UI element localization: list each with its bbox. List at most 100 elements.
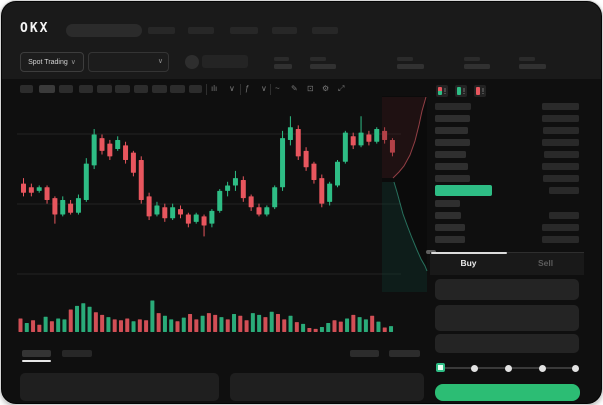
ask-price-bar[interactable]: [435, 127, 468, 134]
settings-gear-icon[interactable]: ⚙: [322, 84, 330, 93]
nav-item[interactable]: [230, 27, 258, 34]
orders-panel: [20, 373, 219, 401]
timeframe-button[interactable]: [189, 85, 202, 93]
active-bottom-tab-underline: [22, 360, 51, 362]
pair-name-placeholder: [202, 55, 248, 68]
book-both-icon: [438, 87, 442, 95]
timeframe-button[interactable]: [39, 85, 55, 93]
ticker-stat-label: [464, 57, 480, 61]
divider: [430, 252, 584, 253]
ask-price-bar[interactable]: [435, 175, 470, 182]
lines-icon: [463, 87, 465, 95]
bottom-action-button[interactable]: [350, 350, 379, 357]
coin-icon: [185, 55, 199, 69]
timeframe-button[interactable]: [97, 85, 112, 93]
chevron-down-icon[interactable]: ∨: [229, 84, 235, 93]
screenshot-icon[interactable]: ⊡: [307, 84, 314, 93]
tab-sell[interactable]: Sell: [537, 258, 554, 268]
lines-icon: [482, 87, 484, 95]
toolbar-divider: [270, 84, 271, 95]
chevron-down-icon: ∨: [70, 58, 76, 66]
okx-logo[interactable]: OKX: [20, 21, 50, 36]
fullscreen-icon[interactable]: ⤢: [338, 84, 345, 93]
chevron-down-icon: ∨: [157, 58, 163, 65]
timeframe-button[interactable]: [59, 85, 73, 93]
ticker-stat-value: [464, 64, 490, 69]
ticker-stat-label: [274, 57, 289, 61]
nav-item[interactable]: [188, 27, 214, 34]
orderbook-mode-both-icon[interactable]: [436, 85, 448, 97]
trade-tab-strip: [430, 253, 584, 275]
ask-price-bar[interactable]: [435, 151, 466, 158]
ask-amount-bar: [542, 139, 579, 146]
bid-price-bar[interactable]: [435, 200, 460, 207]
timeframe-button[interactable]: [152, 85, 167, 93]
toolbar-divider: [206, 84, 207, 95]
nav-item[interactable]: [148, 27, 175, 34]
bid-price-bar[interactable]: [435, 212, 461, 219]
pair-selector-dropdown[interactable]: ∨: [88, 52, 169, 72]
last-price-pill[interactable]: [435, 185, 492, 196]
slider-dot[interactable]: [504, 364, 512, 372]
buy-button[interactable]: [435, 384, 580, 401]
nav-item[interactable]: [312, 27, 338, 34]
ask-price-bar[interactable]: [435, 139, 470, 146]
orderbook-mode-asks-icon[interactable]: [474, 85, 486, 97]
tab-buy[interactable]: Buy: [460, 258, 477, 268]
ask-amount-bar: [544, 151, 579, 158]
bottom-tab[interactable]: [62, 350, 92, 357]
slider-dot[interactable]: [470, 364, 478, 372]
orderbook-col-header-amount: [542, 103, 579, 110]
ask-price-bar[interactable]: [435, 115, 470, 122]
nav-item[interactable]: [272, 27, 297, 34]
bottom-action-button[interactable]: [389, 350, 420, 357]
orderbook-mode-bids-icon[interactable]: [455, 85, 467, 97]
ask-price-bar[interactable]: [435, 163, 468, 170]
timeframe-button[interactable]: [115, 85, 130, 93]
book-asks-icon: [476, 87, 480, 95]
ask-amount-bar: [543, 127, 579, 134]
ask-amount-bar: [542, 115, 579, 122]
timeframe-button[interactable]: [134, 85, 148, 93]
total-input[interactable]: [435, 334, 579, 353]
slider-handle[interactable]: [436, 363, 445, 372]
candle-type-icon[interactable]: ılı: [211, 84, 218, 93]
ticker-stat-label: [397, 57, 413, 61]
ask-amount-bar: [542, 163, 579, 170]
last-price-amount-bar: [549, 187, 579, 194]
timeframe-button[interactable]: [20, 85, 33, 93]
ask-amount-bar: [543, 175, 579, 182]
bid-amount-bar: [542, 236, 579, 243]
search-input[interactable]: [66, 24, 142, 37]
ticker-stat-value: [397, 64, 424, 69]
timeframe-button[interactable]: [170, 85, 185, 93]
orders-panel: [230, 373, 424, 401]
ticker-stat-value: [519, 64, 546, 69]
bid-price-bar[interactable]: [435, 224, 465, 231]
market-type-dropdown[interactable]: Spot Trading ∨: [20, 52, 84, 72]
slider-dot[interactable]: [572, 364, 579, 372]
timeframe-button[interactable]: [79, 85, 93, 93]
bid-amount-bar: [542, 224, 579, 231]
active-tab-indicator: [431, 252, 507, 254]
orderbook-col-header-price: [435, 103, 471, 110]
wave-tool-icon[interactable]: ~: [275, 84, 280, 93]
draw-tool-icon[interactable]: ✎: [291, 84, 298, 93]
book-bids-icon: [457, 87, 461, 95]
slider-dot[interactable]: [538, 364, 546, 372]
price-input[interactable]: [435, 279, 579, 300]
ticker-stat-label: [310, 57, 326, 61]
bottom-tab[interactable]: [22, 350, 51, 357]
ticker-stat-value: [310, 64, 336, 69]
bid-price-bar[interactable]: [435, 236, 465, 243]
bid-amount-bar: [549, 212, 579, 219]
indicators-icon[interactable]: ƒ: [245, 84, 250, 93]
amount-input[interactable]: [435, 305, 579, 331]
chevron-down-icon[interactable]: ∨: [261, 84, 267, 93]
market-type-label: Spot Trading: [28, 58, 68, 66]
ticker-stat-value: [274, 64, 292, 69]
toolbar-divider: [240, 84, 241, 95]
